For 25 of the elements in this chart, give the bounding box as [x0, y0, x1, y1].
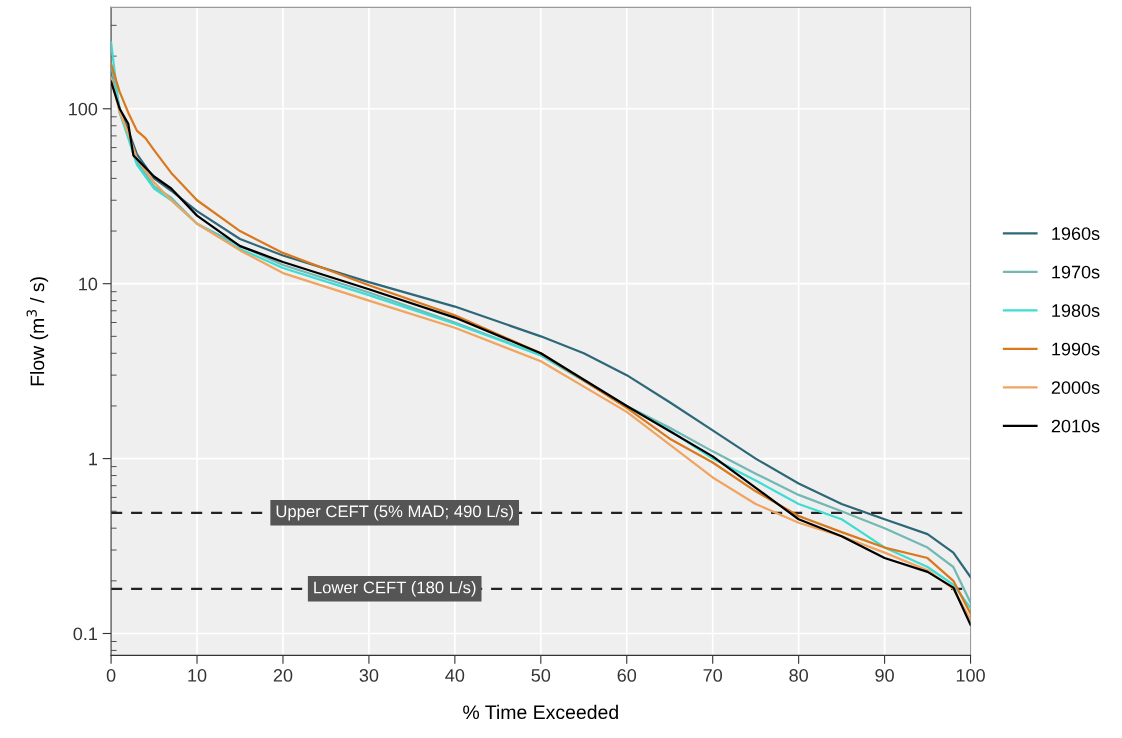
- legend-label: 2010s: [1051, 419, 1100, 433]
- x-tick-label: 70: [703, 669, 723, 682]
- legend-label: 1980s: [1052, 304, 1100, 317]
- ref-line-label: Lower CEFT (180 L/s): [314, 581, 476, 597]
- x-tick-label: 0: [106, 669, 116, 682]
- y-tick-label: 0.1: [73, 627, 97, 641]
- x-tick-label: 10: [188, 669, 207, 682]
- y-tick-label: 100: [69, 102, 98, 116]
- x-tick-label: 100: [956, 669, 985, 682]
- x-tick-label: 30: [359, 669, 379, 682]
- y-tick-label: 10: [79, 277, 98, 291]
- x-tick-label: 40: [445, 669, 465, 682]
- legend-label: 1990s: [1052, 342, 1100, 356]
- x-tick-label: 90: [875, 669, 894, 682]
- y-axis-title: Flow (m$^{3}$ / s): [26, 277, 49, 386]
- ref-line-label: Upper CEFT (5% MAD; 490 L/s): [276, 505, 513, 521]
- x-tick-label: 60: [617, 669, 637, 682]
- x-tick-label: 50: [531, 669, 551, 682]
- legend-label: 2000s: [1051, 381, 1100, 394]
- x-tick-label: 80: [789, 669, 808, 682]
- legend-label: 1960s: [1052, 227, 1100, 240]
- x-axis-title: % Time Exceeded: [463, 704, 618, 720]
- x-tick-label: 20: [273, 669, 293, 682]
- legend-label: 1970s: [1052, 265, 1100, 279]
- y-tick-label: 1: [89, 452, 97, 466]
